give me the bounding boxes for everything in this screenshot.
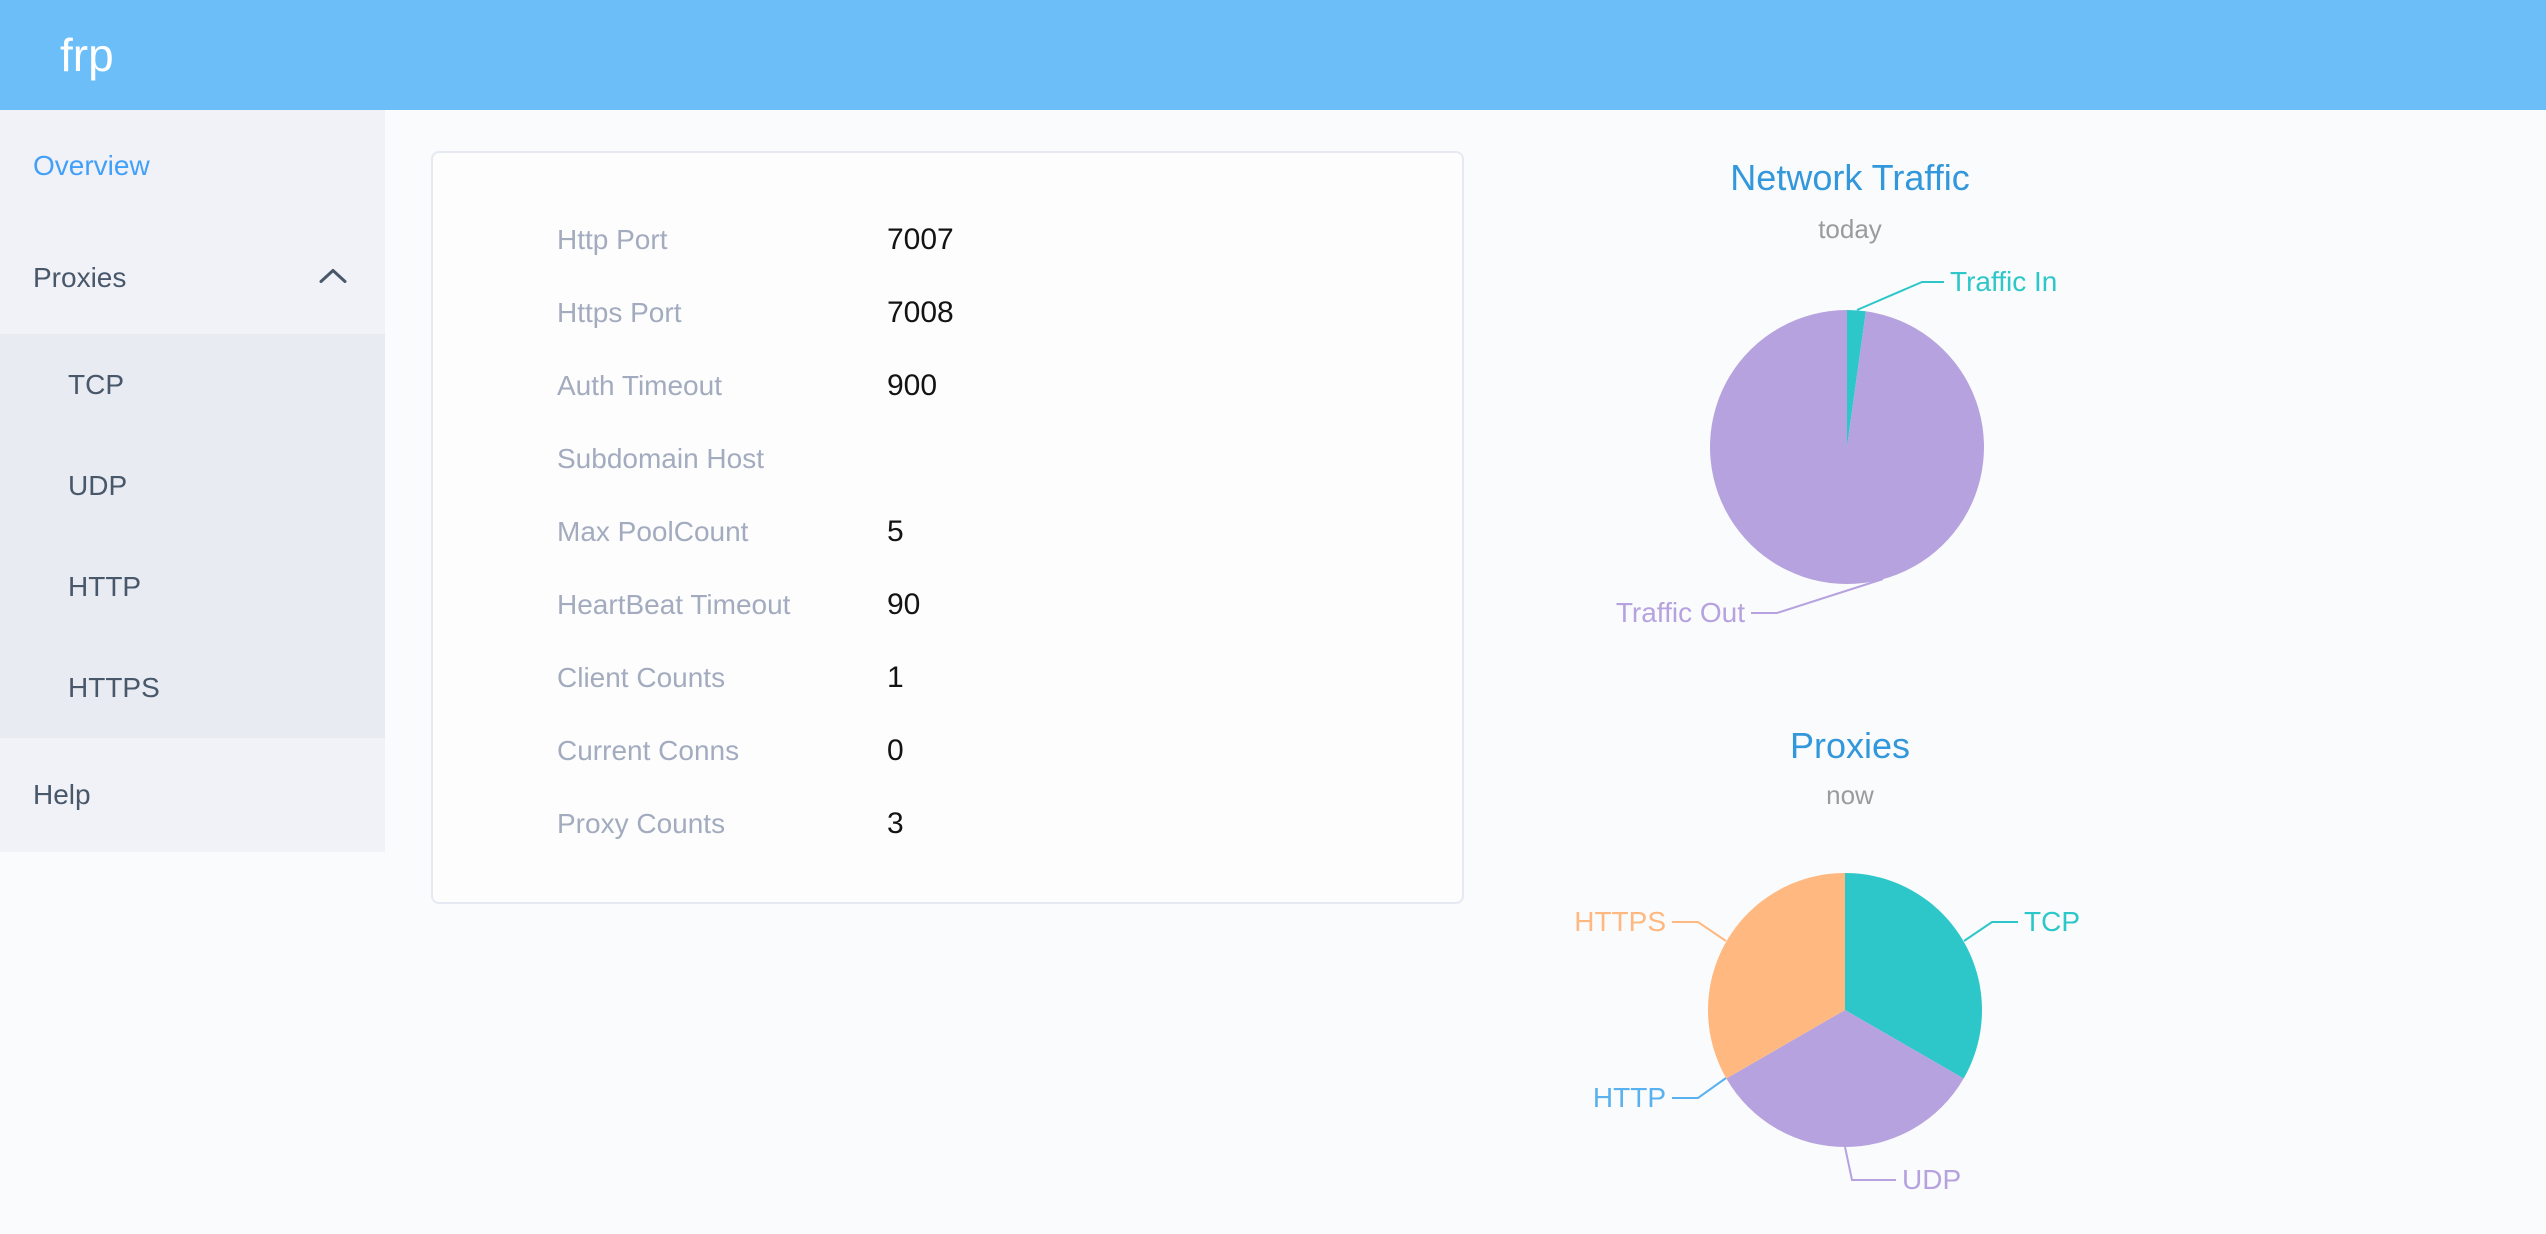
pie-label-line: [1751, 578, 1884, 614]
sidebar-item-label: TCP: [68, 368, 124, 400]
config-value: 900: [887, 368, 938, 402]
pie-slice-traffic-out: [1709, 310, 1985, 584]
sidebar-item-label: UDP: [68, 469, 128, 501]
config-row: Current Conns 0: [433, 714, 1462, 787]
config-value: 7007: [887, 222, 954, 256]
chevron-up-icon: [319, 268, 347, 289]
sidebar-item-https[interactable]: HTTPS: [0, 637, 385, 738]
config-row: Https Port 7008: [433, 276, 1462, 349]
pie-label-line: [1844, 1146, 1896, 1181]
proxies-submenu: TCP UDP HTTP HTTPS: [0, 334, 385, 738]
pie-label-https: HTTPS: [1574, 906, 1666, 937]
sidebar-item-overview[interactable]: Overview: [0, 110, 385, 222]
config-label: Subdomain Host: [557, 442, 765, 474]
pie-slice-tcp: [1845, 873, 1982, 1079]
proxies-title: Proxies: [1789, 725, 1911, 766]
pie-label-traffic-out: Traffic Out: [1615, 597, 1745, 628]
config-label: HeartBeat Timeout: [557, 588, 791, 620]
config-rows: Http Port 7007 Https Port 7008 Auth Timeout 9…: [433, 203, 1462, 860]
pie-label-traffic-in: Traffic In: [1950, 266, 2058, 297]
sidebar-item-http[interactable]: HTTP: [0, 536, 385, 637]
sidebar: Overview Proxies TCP UDP HTTP HTTPS Help: [0, 110, 385, 852]
proxies-pie-chart: [1672, 873, 2018, 1181]
sidebar-item-udp[interactable]: UDP: [0, 435, 385, 536]
network-traffic-subtitle: today: [1818, 214, 1882, 244]
pie-label-http: HTTP: [1592, 1082, 1666, 1113]
config-label: Client Counts: [557, 661, 726, 693]
sidebar-item-tcp[interactable]: TCP: [0, 334, 385, 435]
config-value: 3: [887, 806, 904, 840]
config-row: Auth Timeout 900: [433, 349, 1462, 422]
config-row: Client Counts 1: [433, 641, 1462, 714]
pie-slice-https: [1708, 873, 1845, 1079]
config-label: Auth Timeout: [557, 369, 722, 401]
config-label: Current Conns: [557, 734, 740, 766]
config-row: Proxy Counts 3: [433, 787, 1462, 860]
sidebar-item-label: HTTP: [68, 570, 142, 602]
config-row: Max PoolCount 5: [433, 495, 1462, 568]
network-traffic-title: Network Traffic: [1730, 157, 1970, 198]
sidebar-item-label: Help: [33, 779, 91, 810]
pie-label-udp: UDP: [1902, 1164, 1962, 1195]
app-logo: frp: [60, 29, 114, 81]
sidebar-item-label: HTTPS: [68, 671, 160, 703]
pie-label-line: [1672, 1077, 1727, 1099]
config-label: Proxy Counts: [557, 807, 726, 839]
config-value: 90: [887, 587, 921, 621]
pie-label-tcp: TCP: [2024, 906, 2080, 937]
pie-label-line: [1672, 921, 1727, 942]
config-label: Https Port: [557, 296, 682, 328]
sidebar-item-label: Proxies: [33, 262, 127, 293]
config-value: 0: [887, 733, 904, 767]
config-value: 7008: [887, 295, 954, 329]
config-value: 1: [887, 660, 904, 694]
sidebar-item-proxies[interactable]: Proxies: [0, 222, 385, 334]
proxies-subtitle: now: [1826, 780, 1874, 810]
pie-slice-traffic-in: [1847, 310, 1866, 447]
config-row: HeartBeat Timeout 90: [433, 568, 1462, 641]
pie-label-line: [1963, 921, 2018, 942]
server-config-card: Http Port 7007 Https Port 7008 Auth Timeout 9…: [431, 151, 1464, 904]
sidebar-item-label: Overview: [33, 150, 150, 181]
config-row: Http Port 7007: [433, 203, 1462, 276]
config-value: 5: [887, 514, 904, 548]
app-header: frp: [0, 0, 2546, 110]
sidebar-item-help[interactable]: Help: [0, 738, 385, 852]
pie-label-line: [1856, 281, 1944, 311]
config-label: Max PoolCount: [557, 515, 749, 547]
config-row: Subdomain Host: [433, 422, 1462, 495]
config-label: Http Port: [557, 223, 668, 255]
pie-slice-udp: [1726, 1010, 1964, 1147]
network-traffic-pie-chart: [1709, 281, 1985, 614]
